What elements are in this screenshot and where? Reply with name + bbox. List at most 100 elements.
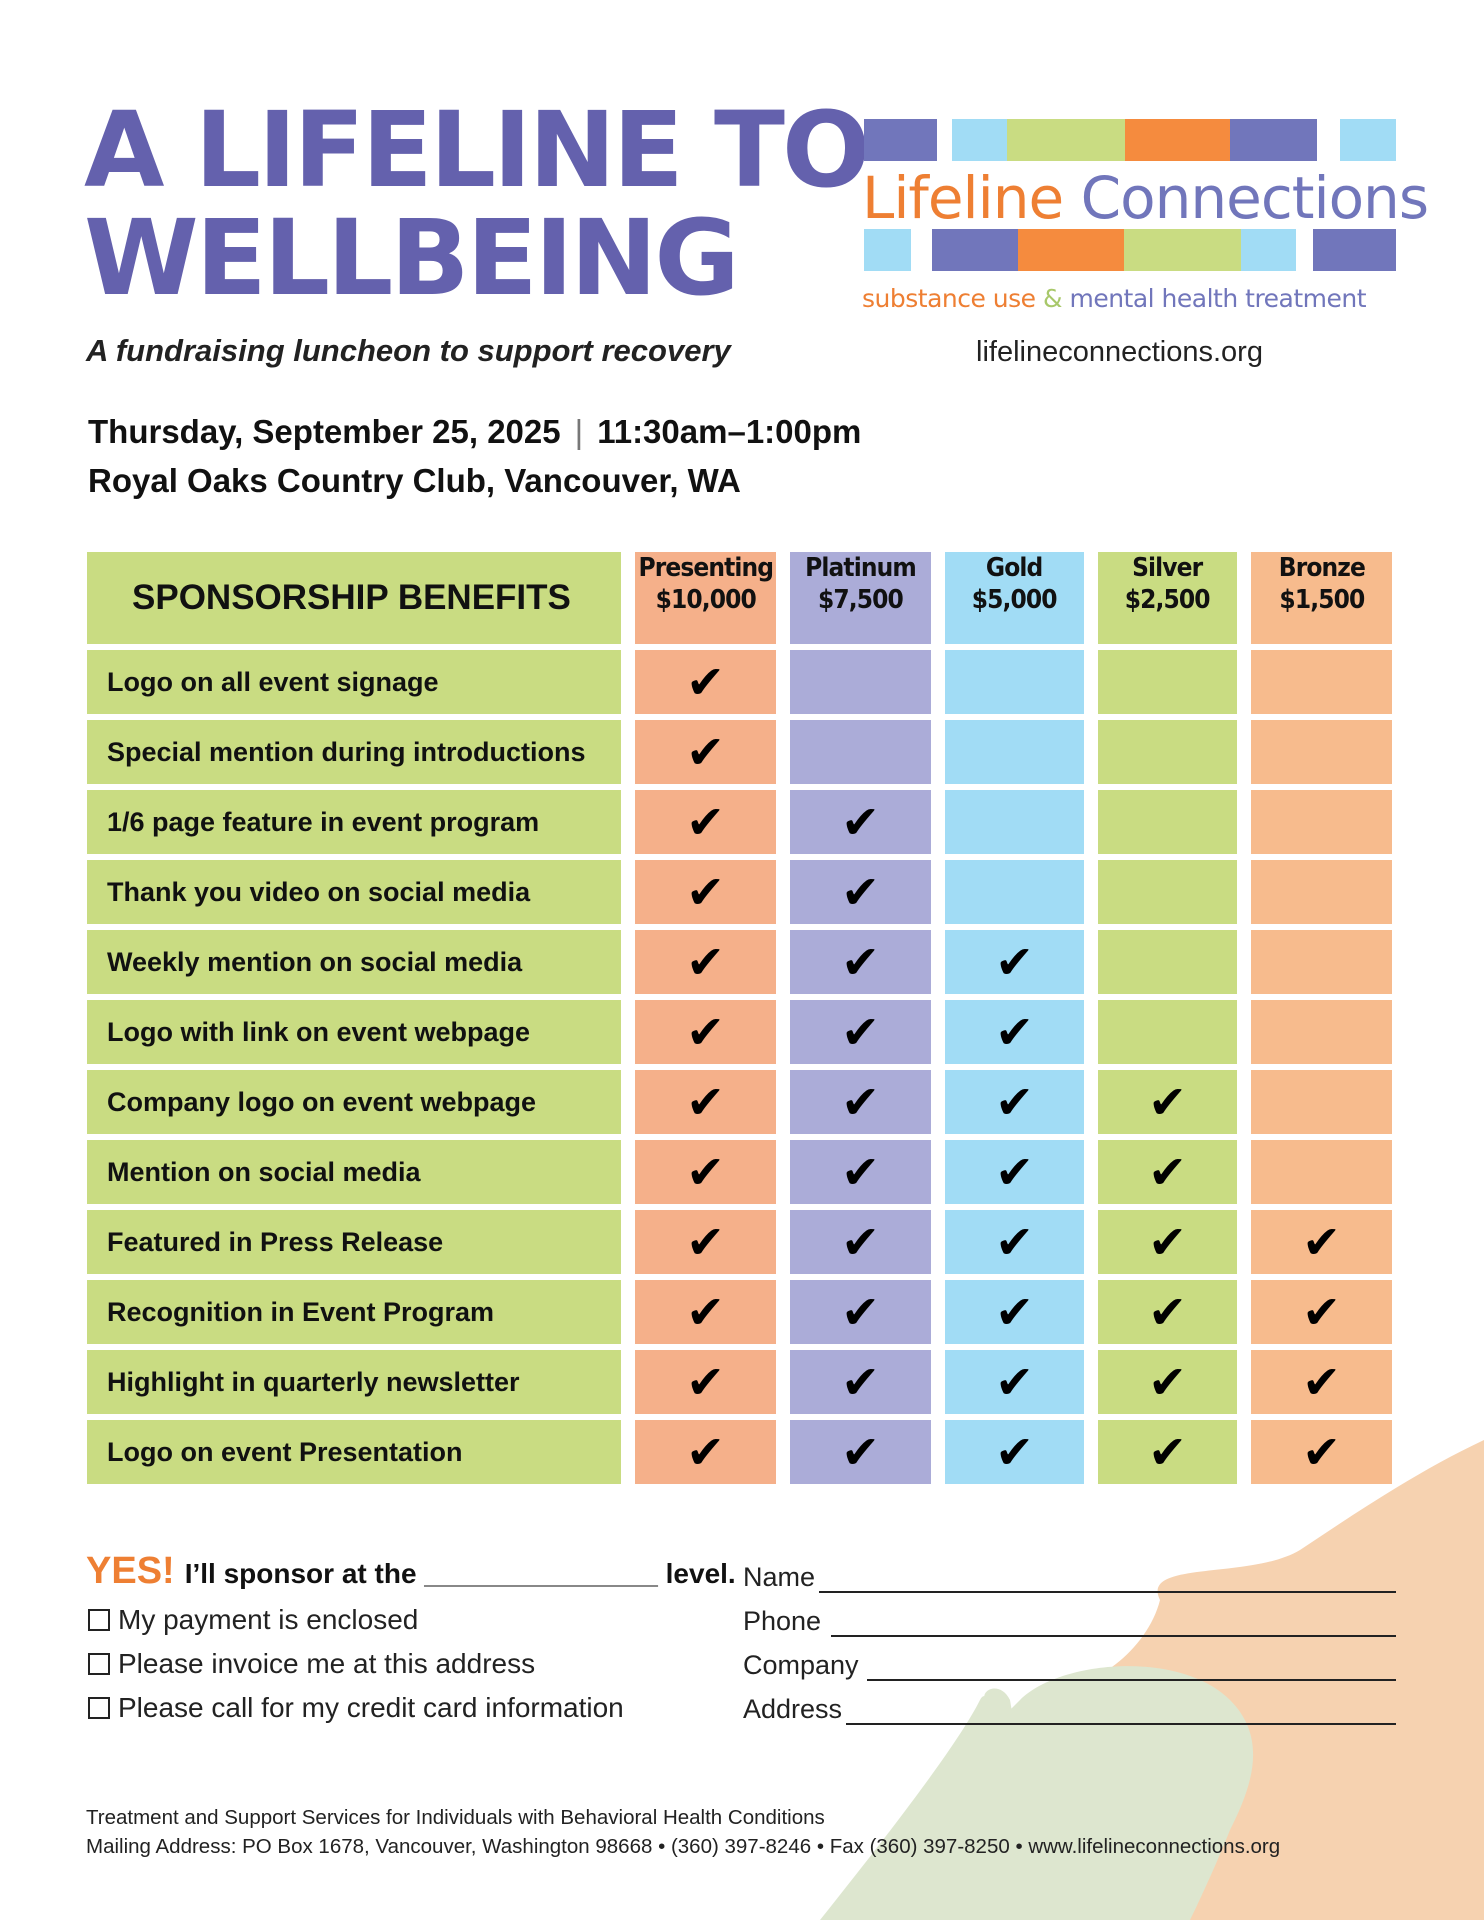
benefit-cell: ✔ [635, 720, 776, 784]
event-time: 11:30am–1:00pm [597, 413, 862, 450]
benefit-label: Logo with link on event webpage [87, 1000, 621, 1064]
benefit-cell: ✔ [1098, 1350, 1237, 1414]
benefit-cell: ✔ [635, 860, 776, 924]
footer-tagline: Treatment and Support Services for Indiv… [86, 1806, 825, 1829]
check-icon: ✔ [841, 1286, 880, 1338]
company-field[interactable]: Company [743, 1650, 1396, 1681]
benefit-cell: ✔ [635, 930, 776, 994]
benefit-label: Logo on event Presentation [87, 1420, 621, 1484]
check-icon: ✔ [1148, 1426, 1187, 1478]
benefit-cell: ✔ [635, 1420, 776, 1484]
phone-field[interactable]: Phone [743, 1606, 1396, 1637]
benefit-label: Featured in Press Release [87, 1210, 621, 1274]
level-header-bronze: Bronze $1,500 [1278, 552, 1365, 644]
level-header-cell: Presenting $10,000 [635, 552, 776, 644]
check-icon: ✔ [841, 1356, 880, 1408]
option-invoice[interactable]: Please invoice me at this address [88, 1648, 535, 1680]
benefit-cell [790, 720, 931, 784]
address-field[interactable]: Address [743, 1694, 1396, 1725]
level-price: $10,000 [655, 585, 756, 615]
pledge-text: I’ll sponsor at the _______________ leve… [184, 1558, 736, 1589]
check-icon: ✔ [1148, 1076, 1187, 1128]
check-icon: ✔ [1302, 1356, 1341, 1408]
benefit-cell: ✔ [790, 930, 931, 994]
logo-wordmark: Lifeline Connections [862, 164, 1429, 232]
benefit-label: 1/6 page feature in event program [87, 790, 621, 854]
level-header-presenting: Presenting $10,000 [638, 552, 774, 644]
check-icon: ✔ [686, 866, 725, 918]
benefit-cell [1251, 1000, 1392, 1064]
checkbox[interactable] [88, 1653, 110, 1675]
check-icon: ✔ [995, 1076, 1034, 1128]
check-icon: ✔ [686, 1006, 725, 1058]
title-line-1: A LIFELINE TO [84, 89, 870, 211]
name-field[interactable]: Name [743, 1562, 1396, 1593]
benefit-cell: ✔ [790, 1000, 931, 1064]
check-icon: ✔ [1302, 1286, 1341, 1338]
yes-label: YES! [86, 1550, 175, 1592]
check-icon: ✔ [1302, 1216, 1341, 1268]
benefit-cell [1098, 930, 1237, 994]
option-call-credit-card[interactable]: Please call for my credit card informati… [88, 1692, 624, 1724]
check-icon: ✔ [995, 1356, 1034, 1408]
level-price: $2,500 [1125, 585, 1211, 615]
check-icon: ✔ [1148, 1356, 1187, 1408]
benefit-cell: ✔ [790, 1070, 931, 1134]
check-icon: ✔ [686, 1426, 725, 1478]
benefit-cell [1251, 930, 1392, 994]
checkbox[interactable] [88, 1609, 110, 1631]
benefit-cell [790, 650, 931, 714]
check-icon: ✔ [995, 1286, 1034, 1338]
website-link[interactable]: lifelineconnections.org [976, 336, 1263, 368]
check-icon: ✔ [686, 1216, 725, 1268]
benefit-cell: ✔ [945, 1070, 1084, 1134]
benefit-label: Highlight in quarterly newsletter [87, 1350, 621, 1414]
benefit-cell [1098, 650, 1237, 714]
benefit-cell: ✔ [790, 1140, 931, 1204]
level-header-cell: Gold $5,000 [945, 552, 1084, 644]
level-name: Bronze [1278, 553, 1365, 583]
check-icon: ✔ [995, 1006, 1034, 1058]
check-icon: ✔ [841, 936, 880, 988]
benefit-cell: ✔ [635, 1000, 776, 1064]
benefit-cell: ✔ [1098, 1280, 1237, 1344]
logo-tagline: substance use & mental health treatment [862, 284, 1367, 313]
level-price: $7,500 [818, 585, 904, 615]
benefit-cell [1251, 860, 1392, 924]
level-header-cell: Platinum $7,500 [790, 552, 931, 644]
benefit-cell [1098, 790, 1237, 854]
event-date: Thursday, September 25, 2025 [88, 413, 561, 450]
check-icon: ✔ [841, 1146, 880, 1198]
benefit-cell: ✔ [1251, 1350, 1392, 1414]
check-icon: ✔ [686, 1146, 725, 1198]
benefit-cell [945, 720, 1084, 784]
benefit-cell: ✔ [945, 1420, 1084, 1484]
checkbox[interactable] [88, 1697, 110, 1719]
benefit-cell [1098, 720, 1237, 784]
benefit-cell: ✔ [1251, 1280, 1392, 1344]
check-icon: ✔ [686, 1286, 725, 1338]
level-price: $5,000 [972, 585, 1058, 615]
table-heading: SPONSORSHIP BENEFITS [87, 552, 621, 644]
benefit-label: Company logo on event webpage [87, 1070, 621, 1134]
sponsorship-table: SPONSORSHIP BENEFITS Presenting $10,000 Pla… [87, 552, 1396, 1484]
benefit-cell [945, 650, 1084, 714]
benefit-cell: ✔ [945, 1210, 1084, 1274]
benefit-label: Logo on all event signage [87, 650, 621, 714]
benefit-cell [1251, 1070, 1392, 1134]
benefit-cell: ✔ [1251, 1210, 1392, 1274]
benefit-cell: ✔ [635, 1210, 776, 1274]
benefit-label: Recognition in Event Program [87, 1280, 621, 1344]
benefit-label: Weekly mention on social media [87, 930, 621, 994]
benefit-cell [945, 860, 1084, 924]
benefit-cell: ✔ [635, 790, 776, 854]
event-date-time: Thursday, September 25, 2025 | 11:30am–1:0… [88, 413, 861, 451]
check-icon: ✔ [841, 1006, 880, 1058]
check-icon: ✔ [841, 866, 880, 918]
benefit-cell: ✔ [635, 1070, 776, 1134]
benefit-cell [1251, 790, 1392, 854]
benefit-cell: ✔ [945, 1280, 1084, 1344]
option-payment-enclosed[interactable]: My payment is enclosed [88, 1604, 418, 1636]
check-icon: ✔ [995, 1426, 1034, 1478]
benefit-cell [1251, 1140, 1392, 1204]
